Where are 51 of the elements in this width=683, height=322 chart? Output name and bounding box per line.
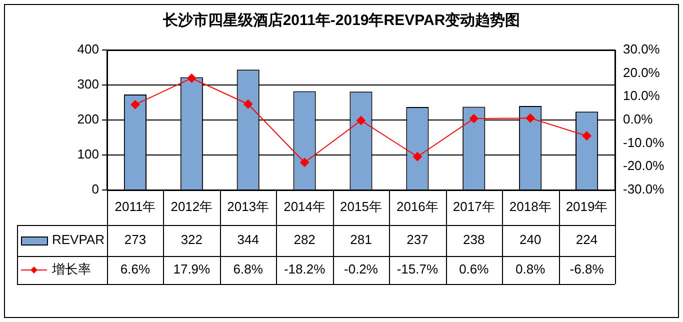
- y-tick-label: 100: [77, 146, 99, 162]
- y-tick-label: 0: [92, 182, 99, 197]
- legend-label: 增长率: [51, 262, 91, 277]
- data-label: 6.8%: [233, 262, 264, 277]
- x-tick-label: 2017年: [452, 199, 495, 214]
- point: [469, 114, 478, 124]
- data-label: -18.2%: [284, 262, 326, 277]
- point: [412, 152, 422, 162]
- y-tick-label: 200: [77, 112, 99, 127]
- data-label: 282: [294, 232, 316, 248]
- point: [526, 114, 535, 123]
- data-label: -0.2%: [344, 262, 378, 277]
- data-label: 0.8%: [516, 262, 546, 277]
- data-label: 240: [519, 232, 542, 248]
- data-label: 6.6%: [120, 262, 150, 277]
- data-label: 17.9%: [173, 262, 211, 277]
- point: [582, 131, 592, 140]
- y2-tick-label: -10.0%: [623, 134, 665, 150]
- x-tick-label: 2015年: [340, 199, 382, 214]
- x-tick-label: 2014年: [284, 199, 326, 214]
- data-label: 344: [237, 232, 259, 248]
- x-tick-label: 2019年: [566, 199, 608, 214]
- data-label: -15.7%: [396, 262, 438, 277]
- y2-tick-label: 0.0%: [623, 112, 654, 127]
- x-tick-label: 2012年: [170, 199, 213, 214]
- legend-label: REVPAR: [52, 232, 104, 248]
- data-label: -6.8%: [570, 262, 604, 277]
- point: [356, 116, 366, 125]
- x-tick-label: 2018年: [509, 199, 552, 214]
- y-tick-label: 300: [77, 76, 99, 92]
- data-label: 238: [463, 232, 485, 248]
- x-tick-label: 2013年: [227, 199, 270, 214]
- y2-tick-label: -20.0%: [623, 158, 665, 174]
- x-tick-label: 2016年: [396, 199, 438, 214]
- chart-title: 长沙市四星级酒店2011年-2019年REVPAR变动趋势图: [162, 11, 520, 30]
- data-label: 322: [180, 232, 203, 248]
- point: [187, 74, 196, 83]
- x-tick-label: 2011年: [114, 199, 156, 214]
- y2-tick-label: 10.0%: [623, 88, 660, 104]
- data-label: 273: [124, 232, 146, 248]
- point: [300, 158, 310, 167]
- y2-tick-label: -30.0%: [623, 182, 665, 197]
- data-label: 281: [350, 232, 372, 248]
- data-label: 224: [576, 232, 598, 248]
- point: [244, 100, 253, 109]
- y2-tick-label: 30.0%: [623, 42, 660, 57]
- y-tick-label: 400: [77, 42, 99, 57]
- y2-tick-label: 20.0%: [623, 64, 660, 80]
- data-label: 0.6%: [459, 262, 490, 277]
- point: [130, 100, 140, 110]
- data-label: 237: [406, 232, 428, 248]
